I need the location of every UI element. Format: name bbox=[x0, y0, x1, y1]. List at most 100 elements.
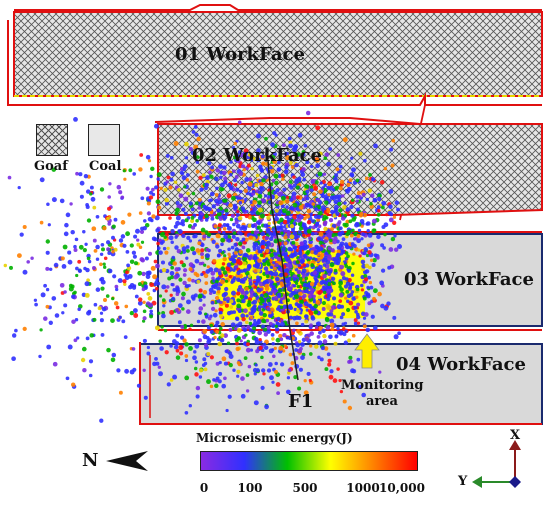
microseismic-event bbox=[210, 165, 215, 170]
microseismic-event bbox=[11, 356, 16, 362]
microseismic-event bbox=[308, 352, 313, 356]
microseismic-event bbox=[235, 213, 240, 218]
microseismic-event bbox=[279, 300, 283, 304]
workface-01-label: 01 WorkFace bbox=[175, 44, 305, 65]
microseismic-event bbox=[326, 256, 332, 262]
microseismic-event bbox=[275, 307, 280, 311]
microseismic-event bbox=[170, 171, 175, 177]
microseismic-event bbox=[148, 195, 154, 200]
microseismic-event bbox=[162, 226, 166, 230]
microseismic-event bbox=[341, 312, 346, 317]
microseismic-event bbox=[209, 210, 214, 215]
microseismic-event bbox=[309, 331, 314, 336]
microseismic-event bbox=[346, 254, 350, 259]
microseismic-event bbox=[222, 297, 227, 302]
microseismic-event bbox=[262, 312, 267, 318]
microseismic-event bbox=[322, 274, 327, 279]
microseismic-event bbox=[259, 186, 265, 192]
microseismic-event bbox=[224, 349, 229, 354]
microseismic-event bbox=[175, 348, 180, 353]
microseismic-event bbox=[260, 239, 266, 245]
microseismic-event bbox=[154, 357, 158, 361]
microseismic-event bbox=[247, 223, 252, 228]
microseismic-event bbox=[292, 183, 297, 188]
microseismic-event bbox=[323, 156, 328, 161]
microseismic-event bbox=[214, 383, 219, 389]
microseismic-event bbox=[159, 241, 164, 245]
microseismic-event bbox=[222, 270, 228, 275]
microseismic-event bbox=[163, 329, 168, 333]
workface-04-coal bbox=[139, 343, 543, 425]
microseismic-event bbox=[369, 285, 374, 290]
microseismic-event bbox=[392, 220, 397, 225]
microseismic-event bbox=[142, 368, 146, 372]
microseismic-event bbox=[221, 262, 226, 266]
microseismic-event bbox=[326, 297, 331, 302]
microseismic-event bbox=[75, 266, 79, 271]
microseismic-event bbox=[156, 281, 161, 286]
microseismic-event bbox=[269, 252, 274, 258]
microseismic-event bbox=[258, 337, 262, 342]
microseismic-event bbox=[257, 318, 261, 322]
microseismic-event bbox=[295, 260, 300, 264]
microseismic-event bbox=[333, 236, 338, 241]
microseismic-event bbox=[150, 166, 155, 172]
microseismic-event bbox=[283, 344, 287, 348]
microseismic-event bbox=[348, 355, 353, 360]
microseismic-event bbox=[257, 249, 262, 254]
microseismic-event bbox=[223, 234, 228, 240]
microseismic-event bbox=[267, 302, 272, 307]
microseismic-event bbox=[40, 292, 46, 298]
microseismic-event bbox=[228, 351, 233, 356]
microseismic-event bbox=[303, 301, 309, 307]
microseismic-event bbox=[325, 289, 330, 294]
microseismic-event bbox=[314, 244, 319, 249]
microseismic-event bbox=[64, 222, 69, 228]
microseismic-event bbox=[371, 228, 377, 234]
microseismic-event bbox=[266, 368, 272, 373]
microseismic-event bbox=[125, 250, 130, 254]
microseismic-event bbox=[198, 288, 203, 293]
microseismic-event bbox=[279, 362, 285, 367]
microseismic-event bbox=[86, 256, 91, 261]
microseismic-event bbox=[123, 177, 127, 181]
microseismic-event bbox=[215, 186, 219, 191]
microseismic-event bbox=[219, 338, 225, 343]
microseismic-event bbox=[316, 227, 321, 232]
workface-03-label: 03 WorkFace bbox=[404, 269, 534, 290]
microseismic-event bbox=[246, 342, 250, 346]
microseismic-event bbox=[162, 304, 166, 308]
microseismic-event bbox=[81, 346, 87, 352]
microseismic-event bbox=[161, 267, 167, 273]
microseismic-event bbox=[190, 246, 196, 252]
microseismic-event bbox=[221, 383, 227, 389]
microseismic-event bbox=[337, 198, 341, 203]
microseismic-event bbox=[355, 178, 360, 183]
microseismic-event bbox=[241, 279, 246, 284]
microseismic-event bbox=[184, 141, 189, 147]
microseismic-event bbox=[268, 258, 273, 263]
microseismic-event bbox=[192, 355, 197, 361]
microseismic-event bbox=[323, 280, 329, 285]
microseismic-event bbox=[226, 299, 230, 304]
microseismic-event bbox=[262, 372, 266, 376]
microseismic-event bbox=[260, 154, 265, 159]
microseismic-event bbox=[280, 231, 284, 235]
microseismic-event bbox=[322, 333, 327, 339]
microseismic-event bbox=[92, 238, 97, 243]
microseismic-event bbox=[323, 346, 329, 351]
microseismic-event bbox=[204, 218, 209, 222]
microseismic-event bbox=[255, 157, 261, 163]
microseismic-event bbox=[363, 274, 368, 278]
microseismic-event bbox=[289, 185, 294, 190]
microseismic-event bbox=[298, 291, 303, 296]
microseismic-event bbox=[331, 296, 337, 301]
microseismic-event bbox=[45, 250, 50, 255]
microseismic-event bbox=[297, 132, 303, 138]
microseismic-event bbox=[287, 136, 292, 141]
microseismic-event bbox=[265, 257, 269, 261]
microseismic-event bbox=[252, 326, 257, 331]
microseismic-event bbox=[61, 311, 65, 315]
microseismic-event bbox=[328, 270, 333, 274]
microseismic-event bbox=[283, 235, 288, 240]
